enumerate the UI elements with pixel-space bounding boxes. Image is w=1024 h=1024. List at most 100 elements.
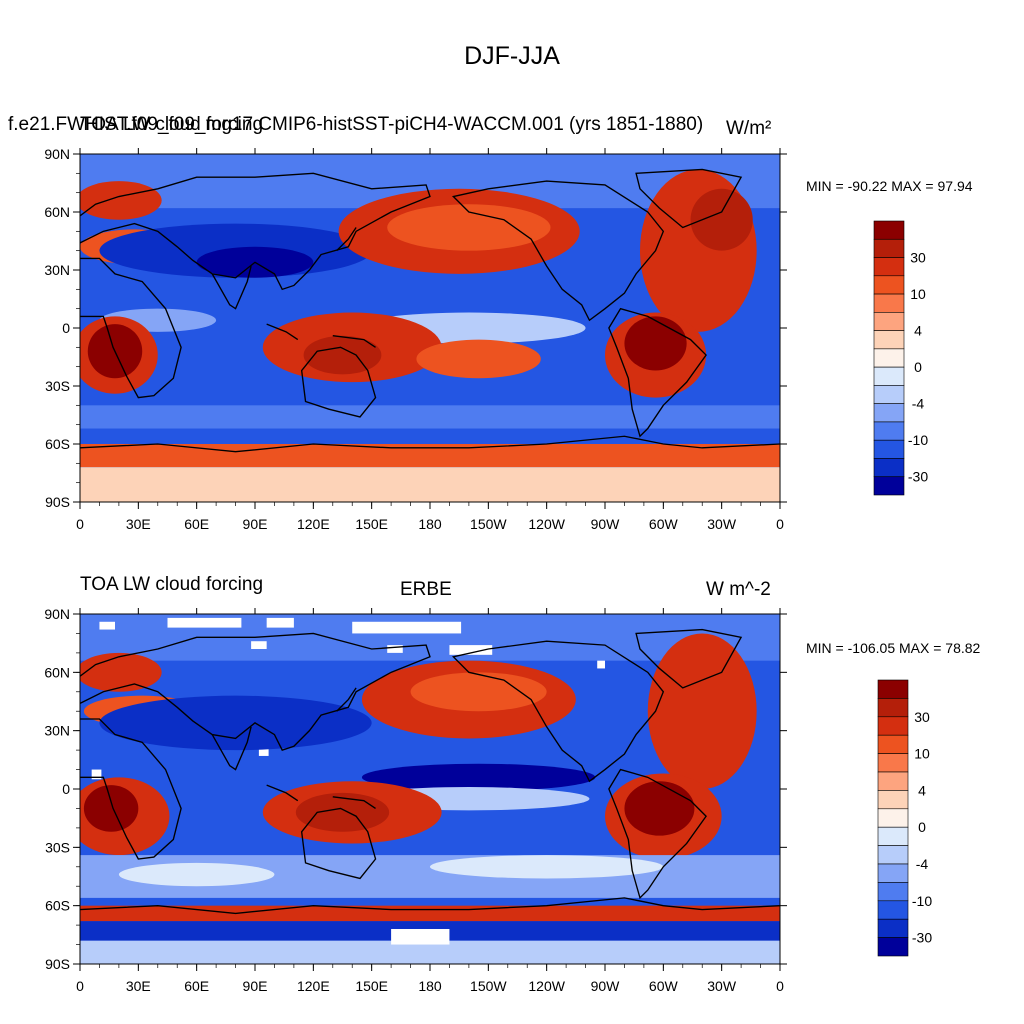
panel1-colorbar-label: 30: [910, 250, 926, 266]
panel2-colorbar-swatch: [877, 900, 909, 920]
panel1-colorbar-swatch: [873, 421, 905, 441]
panel1-colorbar-label: -4: [912, 396, 925, 412]
panel2-source-label: ERBE: [400, 579, 452, 600]
panel2-colorbar-label: 0: [918, 819, 926, 835]
panel1-x-tick-label: 120E: [297, 516, 330, 532]
panel1-colorbar-swatch: [873, 312, 905, 331]
panel1-x-tick-label: 90W: [591, 516, 621, 532]
panel1-frame: [79, 153, 781, 503]
panel1-colorbar-swatch: [873, 220, 905, 240]
panel1-x-tick-label: 30E: [126, 516, 151, 532]
panel2-y-tick-label: 60N: [44, 664, 70, 680]
panel2-colorbar-swatch: [877, 826, 909, 846]
panel1-x-tick-label: 0: [76, 516, 84, 532]
panel2-colorbar-label: -4: [916, 856, 929, 872]
panel2-colorbar-swatch: [877, 698, 909, 718]
panel2-colorbar-label: 10: [914, 746, 930, 762]
panel2-colorbar-swatch: [877, 937, 909, 957]
panel2-colorbar-swatch: [877, 790, 909, 810]
panel2-colorbar-swatch: [877, 771, 909, 791]
figure-title: DJF-JJA: [464, 42, 560, 70]
panel1-colorbar-swatch: [873, 238, 905, 258]
panel1-variable-label: TOA LW cloud forcing: [80, 114, 264, 135]
panel1-colorbar-swatch: [873, 366, 905, 386]
panel1-colorbar-label: -30: [908, 469, 928, 485]
panel1-colorbar-swatch: [873, 403, 905, 423]
panel2-x-tick-label: 90E: [243, 978, 268, 994]
panel1-colorbar-swatch: [873, 385, 905, 404]
panel2-x-tick-label: 60W: [649, 978, 679, 994]
panel2-min-max: MIN = -106.05 MAX = 78.82: [806, 640, 981, 656]
panel2-variable-label: TOA LW cloud forcing: [80, 574, 264, 595]
panel1-y-tick-label: 30N: [44, 262, 70, 278]
panel1-colorbar-label: 0: [914, 359, 922, 375]
panel1-y-tick-label: 60N: [44, 204, 70, 220]
panel1-colorbar-swatch: [873, 257, 905, 277]
panel2-y-tick-label: 90S: [45, 956, 70, 972]
panel2-colorbar-swatch: [877, 808, 909, 828]
panel2-axes: 0 30E 60E 90E 120E 150E 180 150W 120W 90W 60W 30W 09…: [44, 606, 787, 994]
panel2-x-tick-label: 60E: [184, 978, 209, 994]
panel1-colorbar-label: -10: [908, 432, 928, 448]
panel1-x-tick-label: 150E: [355, 516, 388, 532]
panel1-x-tick-label: 60W: [649, 516, 679, 532]
panel1-y-tick-label: 90S: [45, 494, 70, 510]
panel1-y-tick-label: 30S: [45, 378, 70, 394]
panel2-y-tick-label: 30S: [45, 839, 70, 855]
panel2-x-tick-label: 180: [418, 978, 442, 994]
panel1-y-tick-label: 60S: [45, 436, 70, 452]
panel1-x-tick-label: 120W: [528, 516, 565, 532]
panel1-x-tick-label: 0: [776, 516, 784, 532]
panel2-colorbar-label: -30: [912, 930, 932, 946]
panel1-colorbar-swatch: [873, 476, 905, 496]
panel2-x-tick-label: 0: [776, 978, 784, 994]
panel1-colorbar-label: 4: [914, 323, 922, 339]
panel2-colorbar-label: 30: [914, 709, 930, 725]
panel1-x-tick-label: 180: [418, 516, 442, 532]
panel1-case-label: f.e21.FWHIST.f09_f09_mg17.CMIP6-histSST-…: [8, 114, 704, 135]
panel2-units-label: W m^-2: [706, 579, 771, 600]
panel1-colorbar-label: 10: [910, 286, 926, 302]
panel2-x-tick-label: 30W: [707, 978, 737, 994]
panel2-coastlines: [80, 628, 780, 915]
panel1-colorbar-swatch: [873, 330, 905, 350]
panel1-axes: 0 30E 60E 90E 120E 150E 180 150W 120W 90W 60W 30W 09…: [44, 146, 787, 532]
panel1-x-tick-label: 150W: [470, 516, 507, 532]
panel2-colorbar-swatch: [877, 753, 909, 773]
panel2-y-tick-label: 60S: [45, 898, 70, 914]
panel2-map: [80, 614, 780, 964]
panel1-map: [80, 154, 780, 502]
panel2-x-tick-label: 120W: [528, 978, 565, 994]
panel1-x-tick-label: 30W: [707, 516, 737, 532]
panel2-colorbar-swatch: [877, 918, 909, 938]
panel1-colorbar-swatch: [873, 348, 905, 368]
panel1-colorbar-swatch: [873, 275, 905, 295]
panel2-x-tick-label: 120E: [297, 978, 330, 994]
panel1-colorbar-swatch: [873, 458, 905, 478]
panel1-min-max: MIN = -90.22 MAX = 97.94: [806, 178, 973, 194]
panel2-colorbar-swatch: [877, 863, 909, 883]
panel2-colorbar-label: -10: [912, 893, 932, 909]
panel2-x-tick-label: 150E: [355, 978, 388, 994]
panel1-colorbar-swatch: [873, 439, 905, 459]
panel2-y-tick-label: 0: [62, 781, 70, 797]
panel2-colorbar-swatch: [877, 716, 909, 736]
panel2-colorbar-label: 4: [918, 782, 926, 798]
panel1-units-label: W/m²: [726, 118, 772, 139]
panel1-x-tick-label: 60E: [184, 516, 209, 532]
panel1-coastlines: [80, 168, 780, 453]
panel2-colorbar-swatch: [877, 734, 909, 754]
panel2-y-tick-label: 30N: [44, 723, 70, 739]
panel2-colorbar: 30 10 4 0 -4 -10 -30: [877, 679, 932, 957]
panel2-y-tick-label: 90N: [44, 606, 70, 622]
panel2-x-tick-label: 150W: [470, 978, 507, 994]
panel1-x-tick-label: 90E: [243, 516, 268, 532]
panel2-x-tick-label: 0: [76, 978, 84, 994]
panel2-colorbar-swatch: [877, 679, 909, 699]
panel2-frame: [79, 613, 781, 965]
panel1-y-tick-label: 90N: [44, 146, 70, 162]
panel1-y-tick-label: 0: [62, 320, 70, 336]
panel1-colorbar-swatch: [873, 293, 905, 313]
panel2-x-tick-label: 90W: [591, 978, 621, 994]
